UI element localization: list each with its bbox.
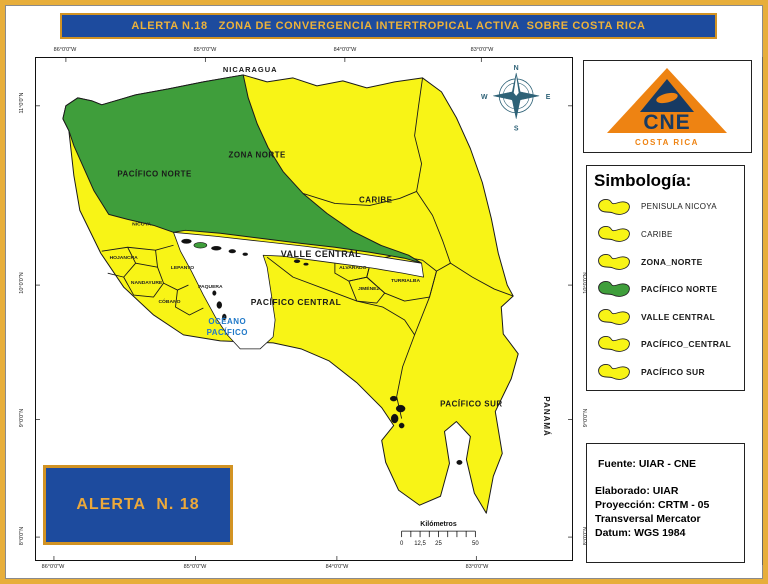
legend-label: PACÍFICO SUR — [641, 366, 705, 377]
coord-right-9n: 9°0'0"N — [583, 408, 589, 428]
legend-item-pacifico-norte: PACÍFICO NORTE — [596, 276, 744, 304]
legend-item-pacifico-central: PACÍFICO_CENTRAL — [596, 331, 744, 359]
legend-label: PACÍFICO NORTE — [641, 284, 718, 295]
costa-rica-map: NICARAGUA PANAMÁ ZONA NORTE CARIBE PACÍF… — [36, 58, 572, 560]
compass-w: W — [481, 94, 488, 101]
coord-top-83w: 83°0'0"W — [470, 47, 494, 53]
legend-item-zona-norte: ZONA_NORTE — [596, 248, 744, 276]
legend-title: Simbología: — [594, 171, 692, 190]
alert-number-label: ALERTA N. 18 — [76, 496, 200, 513]
ocean-label-line1: OCÉANO — [208, 317, 246, 326]
legend-label: CARIBE — [641, 229, 673, 239]
turrialba-label: TURRIALBA — [391, 278, 420, 284]
cne-logo-box: CNE COSTA RICA — [583, 60, 752, 153]
legend-label: VALLE CENTRAL — [641, 311, 716, 322]
cne-country: COSTA RICA — [635, 138, 699, 147]
coord-top-84w: 84°0'0"W — [333, 47, 357, 53]
coord-bottom-86w: 86°0'0"W — [41, 564, 65, 570]
compass-n: N — [514, 65, 519, 72]
compass-e: E — [546, 94, 551, 101]
legend-swatch-icon — [598, 363, 630, 380]
panama-label: PANAMÁ — [542, 396, 551, 436]
caribe-label: CARIBE — [359, 195, 392, 204]
nicoya-label: NICOYA — [132, 221, 151, 227]
pacifico-norte-label: PACÍFICO NORTE — [117, 170, 191, 179]
legend-swatch-icon — [598, 198, 630, 215]
source-fuente: Fuente: UIAR - CNE — [598, 458, 696, 470]
legend-swatch-icon — [598, 226, 630, 243]
alert-number-box: ALERTA N. 18 — [43, 465, 233, 545]
compass-s: S — [514, 126, 519, 133]
source-mercator: Transversal Mercator — [595, 513, 701, 525]
scale-bar-title: Kilómetros — [420, 521, 457, 528]
zona-norte-label: ZONA NORTE — [229, 151, 286, 160]
coord-bottom-84w: 84°0'0"W — [325, 564, 349, 570]
cne-map-silhouette — [656, 92, 678, 104]
right-panel-divider — [762, 57, 763, 565]
coord-left-10n: 10°0'0"N — [19, 272, 25, 294]
islands — [181, 238, 463, 465]
coord-left-8n: 8°0'0"N — [19, 526, 25, 546]
region-pacifico-norte — [62, 74, 423, 264]
legend-swatch-icon — [598, 253, 630, 270]
scale-12-5: 12,5 — [414, 541, 426, 547]
jimenez-label: JIMÉNEZ — [358, 284, 380, 292]
cne-acronym: CNE — [643, 111, 690, 134]
ocean-label: OCÉANO PACÍFICO — [207, 317, 248, 337]
legend-swatch-icon — [598, 336, 630, 353]
pacifico-sur-label: PACÍFICO SUR — [440, 400, 502, 409]
source-proyeccion: Proyección: CRTM - 05 — [595, 499, 710, 511]
pacifico-central-label: PACÍFICO CENTRAL — [251, 297, 341, 307]
banner-title: ALERTA N.18 ZONA DE CONVERGENCIA INTERTR… — [131, 20, 646, 32]
gulf-of-nicoya-water — [173, 231, 424, 350]
source-info-box: Fuente: UIAR - CNE Elaborado: UIAR Proye… — [586, 443, 745, 563]
coord-top-86w: 86°0'0"W — [53, 47, 77, 53]
coord-bottom-85w: 85°0'0"W — [183, 564, 207, 570]
graticule-ticks — [36, 58, 572, 560]
region-labels: ZONA NORTE CARIBE PACÍFICO NORTE VALLE C… — [117, 151, 502, 409]
coord-left-11n: 11°0'0"N — [19, 92, 25, 114]
cne-logo: CNE COSTA RICA — [607, 68, 727, 147]
nicaragua-label: NICARAGUA — [223, 65, 278, 74]
valle-central-label: VALLE CENTRAL — [281, 249, 361, 259]
paquera-label: PAQUERA — [198, 284, 223, 290]
legend-swatch-icon — [598, 281, 630, 298]
source-elaborado: Elaborado: UIAR — [595, 485, 679, 497]
ocean-label-line2: PACÍFICO — [207, 328, 248, 337]
legend-label: PACÍFICO_CENTRAL — [641, 339, 732, 350]
scale-0: 0 — [400, 541, 404, 547]
scale-50: 50 — [472, 541, 479, 547]
nandayure-label: NANDAYURE — [131, 280, 163, 286]
lepanto-label: LEPANTO — [171, 265, 194, 271]
legend-label: ZONA_NORTE — [641, 256, 703, 267]
coord-bottom-83w: 83°0'0"W — [465, 564, 489, 570]
chira-island — [193, 242, 208, 249]
cobano-label: CÓBANO — [158, 297, 180, 305]
source-datum: Datum: WGS 1984 — [595, 527, 686, 539]
scale-bar: Kilómetros 0 12,5 25 50 — [400, 521, 479, 547]
legend-swatch-icon — [598, 308, 630, 325]
scale-25: 25 — [435, 541, 442, 547]
coord-left-9n: 9°0'0"N — [19, 408, 25, 428]
legend-item-valle-central: VALLE CENTRAL — [596, 303, 744, 331]
coord-top-85w: 85°0'0"W — [193, 47, 217, 53]
legend-label: PENISULA NICOYA — [641, 202, 717, 212]
alvarado-label: ALVARADO — [339, 265, 367, 271]
legend-item-pacifico-sur: PACÍFICO SUR — [596, 358, 744, 386]
hojancha-label: HOJANCHA — [110, 255, 139, 261]
legend-item-caribe: CARIBE — [596, 221, 744, 249]
title-banner: ALERTA N.18 ZONA DE CONVERGENCIA INTERTR… — [60, 13, 717, 39]
legend: Simbología: PENISULA NICOYA CARIBE ZONA_… — [586, 165, 745, 391]
canton-labels: NICOYA HOJANCHA NANDAYURE LEPANTO PAQUER… — [110, 221, 421, 305]
legend-item-penisula-nicoya: PENISULA NICOYA — [596, 193, 744, 221]
compass-rose-icon: N S E W — [481, 65, 551, 133]
